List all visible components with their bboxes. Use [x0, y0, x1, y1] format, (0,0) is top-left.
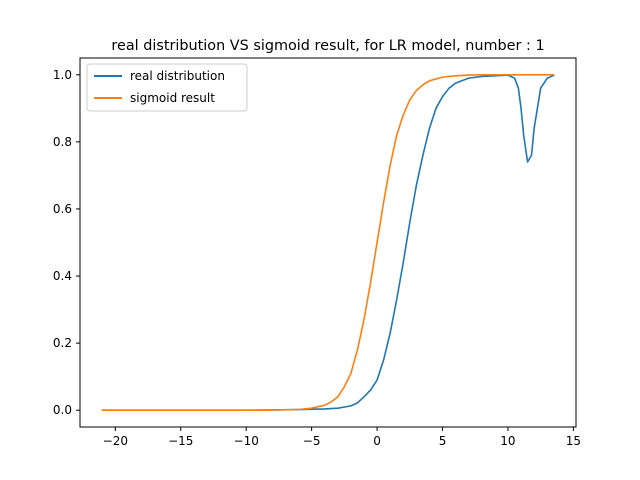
- x-tick-label: −10: [234, 434, 259, 448]
- x-axis: −20 −15 −10 −5 0 5 10 15: [103, 427, 581, 448]
- series-line-sigmoid-result: [101, 73, 555, 412]
- legend-label-real-distribution: real distribution: [130, 69, 225, 83]
- y-tick-label: 0.6: [53, 202, 72, 216]
- chart-title: real distribution VS sigmoid result, for…: [111, 38, 544, 54]
- x-tick-label: −5: [303, 434, 321, 448]
- legend: real distribution sigmoid result: [86, 63, 248, 112]
- axes-frame: [79, 57, 577, 428]
- x-tick-label: 5: [439, 434, 447, 448]
- series-layer: [101, 73, 555, 412]
- y-tick-label: 1.0: [53, 68, 72, 82]
- y-tick-label: 0.2: [53, 336, 72, 350]
- x-tick-label: 10: [500, 434, 515, 448]
- x-tick-label: 15: [566, 434, 581, 448]
- y-tick-label: 0.0: [53, 403, 72, 417]
- y-tick-label: 0.8: [53, 135, 72, 149]
- x-tick-label: −20: [103, 434, 128, 448]
- x-tick-label: 0: [373, 434, 381, 448]
- legend-box: [86, 63, 248, 112]
- y-axis: 0.0 0.2 0.4 0.6 0.8 1.0: [53, 68, 80, 417]
- legend-label-sigmoid-result: sigmoid result: [130, 91, 215, 105]
- y-tick-label: 0.4: [53, 269, 72, 283]
- series-line-real-distribution: [101, 74, 555, 412]
- x-tick-label: −15: [168, 434, 193, 448]
- plot-area: −20 −15 −10 −5 0 5 10 15 0.0 0.2 0.4 0.6 0.8 1.0: [53, 57, 581, 448]
